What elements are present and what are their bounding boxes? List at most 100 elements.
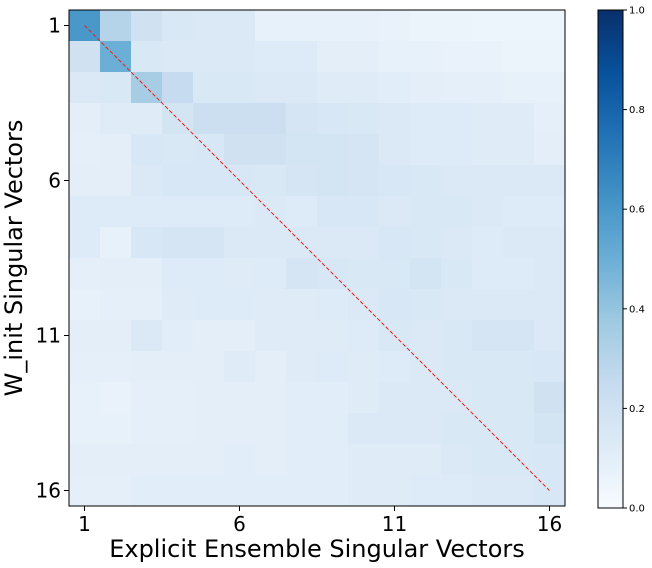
heatmap-cell	[348, 72, 380, 104]
heatmap-cell	[472, 475, 504, 507]
heatmap-cell	[255, 72, 287, 104]
heatmap-cell	[193, 444, 225, 476]
heatmap-cell	[193, 196, 225, 228]
heatmap-cell	[162, 289, 194, 321]
heatmap-cell	[286, 289, 318, 321]
heatmap-cell	[224, 475, 256, 507]
heatmap-cell	[317, 10, 349, 42]
heatmap-cell	[224, 382, 256, 414]
heatmap-cell	[255, 103, 287, 135]
heatmap-cell	[348, 196, 380, 228]
heatmap-cell	[379, 227, 411, 259]
heatmap-cell	[348, 165, 380, 197]
colorbar-tick-label: 1.0	[629, 6, 645, 17]
heatmap-cell	[472, 289, 504, 321]
colorbar-tick-label: 0.8	[629, 105, 645, 116]
heatmap-cell	[224, 103, 256, 135]
heatmap-cell	[410, 444, 442, 476]
y-tick-label: 1	[48, 14, 61, 38]
heatmap-cell	[441, 475, 473, 507]
heatmap-cell	[379, 475, 411, 507]
heatmap-cell	[69, 382, 101, 414]
heatmap-cell	[100, 382, 132, 414]
heatmap-cell	[534, 444, 566, 476]
heatmap-cell	[69, 196, 101, 228]
heatmap-cell	[286, 444, 318, 476]
colorbar-ticks: 0.0 0.2 0.4 0.6 0.8 1.0	[623, 6, 645, 515]
heatmap-cell	[410, 289, 442, 321]
heatmap-cell	[348, 258, 380, 290]
plot-frame	[68, 9, 566, 507]
heatmap-cell	[317, 165, 349, 197]
heatmap-cell	[100, 196, 132, 228]
heatmap-cell	[317, 475, 349, 507]
heatmap-cell	[193, 103, 225, 135]
heatmap-cell	[286, 103, 318, 135]
heatmap-cell	[503, 413, 535, 445]
heatmap-cell	[472, 258, 504, 290]
heatmap-cell	[503, 320, 535, 352]
heatmap-cell	[69, 227, 101, 259]
heatmap-cell	[379, 103, 411, 135]
colorbar-gradient	[597, 9, 624, 509]
heatmap-cell	[503, 196, 535, 228]
heatmap-cell	[410, 413, 442, 445]
heatmap-cell	[193, 258, 225, 290]
heatmap-cell	[131, 103, 163, 135]
heatmap-cell	[193, 475, 225, 507]
heatmap-cell	[224, 227, 256, 259]
heatmap-cell	[69, 475, 101, 507]
heatmap-cell	[100, 413, 132, 445]
heatmap-cell	[224, 444, 256, 476]
heatmap-cell	[286, 134, 318, 166]
heatmap-cell	[131, 258, 163, 290]
y-axis-title: W_init Singular Vectors	[0, 120, 28, 397]
heatmap-cell	[193, 413, 225, 445]
heatmap-cell	[255, 134, 287, 166]
heatmap-cell	[410, 134, 442, 166]
heatmap-cell	[503, 10, 535, 42]
heatmap-cell	[100, 351, 132, 383]
heatmap-cell	[410, 258, 442, 290]
colorbar-tick-label: 0.6	[629, 205, 645, 216]
colorbar-tick-label: 0.4	[629, 304, 645, 315]
heatmap-cell	[69, 351, 101, 383]
heatmap-cell	[441, 227, 473, 259]
heatmap-cell	[441, 165, 473, 197]
heatmap-cell	[534, 289, 566, 321]
heatmap-cell	[255, 320, 287, 352]
heatmap-cell	[255, 351, 287, 383]
heatmap-cell	[317, 41, 349, 73]
heatmap-cell	[503, 134, 535, 166]
heatmap-cell	[100, 444, 132, 476]
heatmap-cell	[379, 10, 411, 42]
heatmap-cell	[503, 258, 535, 290]
heatmap-cell	[472, 103, 504, 135]
heatmap-cell	[317, 103, 349, 135]
heatmap-cell	[286, 351, 318, 383]
heatmap-cell	[100, 475, 132, 507]
heatmap-cell	[317, 227, 349, 259]
heatmap-cell	[410, 227, 442, 259]
heatmap-cell	[534, 10, 566, 42]
heatmap-cell	[317, 134, 349, 166]
heatmap-cell	[224, 289, 256, 321]
heatmap-cell	[100, 72, 132, 104]
heatmap-cell	[193, 41, 225, 73]
y-tick-label: 6	[48, 169, 61, 193]
heatmap-cell	[69, 165, 101, 197]
heatmap-cell	[534, 413, 566, 445]
heatmap-cell	[162, 227, 194, 259]
heatmap-cell	[286, 165, 318, 197]
x-tick-label: 11	[382, 512, 407, 536]
heatmap-cell	[348, 382, 380, 414]
heatmap-cell	[348, 227, 380, 259]
heatmap-cell	[286, 10, 318, 42]
heatmap-cell	[472, 134, 504, 166]
heatmap-cell	[69, 134, 101, 166]
heatmap-cell	[162, 10, 194, 42]
heatmap-cell	[410, 320, 442, 352]
heatmap-cell	[317, 320, 349, 352]
heatmap-cell	[472, 382, 504, 414]
